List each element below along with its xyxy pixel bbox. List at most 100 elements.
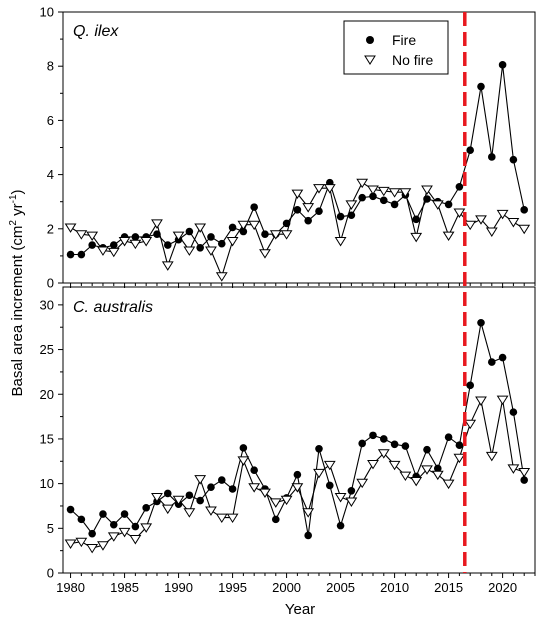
fire-point — [369, 431, 377, 440]
legend-nofire-marker — [364, 55, 376, 65]
y-tick-label: 6 — [47, 113, 54, 128]
fire-point — [142, 503, 150, 512]
nofire-point — [248, 220, 261, 231]
nofire-point — [442, 231, 455, 242]
x-tick-label: 2005 — [326, 580, 355, 595]
nofire-point — [464, 419, 477, 430]
nofire-point — [205, 506, 217, 516]
fire-point — [196, 496, 204, 505]
fire-point — [131, 233, 140, 241]
panel-c-australis: 0 5 10 15 20 25 30 1980 1985 1990 1995 2000 2005 2010… — [40, 286, 536, 595]
fire-point — [77, 250, 86, 259]
nofire-point — [183, 246, 196, 256]
panel-q-ilex: 0 2 4 6 8 10 — [40, 5, 536, 291]
nofire-point — [86, 543, 99, 554]
nofire-point — [399, 188, 412, 198]
nofire-point — [205, 246, 217, 256]
fire-point — [466, 381, 474, 390]
fire-point — [217, 476, 226, 484]
fire-point — [325, 481, 334, 490]
nofire-point — [64, 539, 77, 549]
nofire-point — [431, 470, 444, 481]
nofire-point — [453, 208, 466, 218]
y-tick-label: 2 — [47, 221, 54, 236]
y-tick-label: 20 — [40, 387, 54, 402]
nofire-point — [334, 493, 347, 503]
fire-point — [401, 442, 410, 450]
series-line-fire — [70, 64, 525, 256]
nofire-point — [518, 468, 531, 478]
nofire-point — [140, 236, 153, 247]
fire-point — [66, 505, 75, 514]
fire-point — [163, 489, 172, 498]
y-axis-title: Basal area increment (cm2 yr-1) — [8, 189, 26, 396]
fire-point — [477, 318, 485, 327]
y-title-main: Basal area increment (cm — [9, 226, 26, 397]
fire-point — [304, 531, 312, 540]
nofire-point — [496, 395, 509, 406]
nofire-point — [64, 223, 77, 233]
fire-point — [99, 510, 107, 518]
nofire-point — [280, 230, 293, 240]
fire-point — [390, 200, 399, 209]
nofire-point — [151, 493, 163, 503]
x-axis-title: Year — [285, 601, 315, 618]
y-tick-label: 10 — [40, 476, 54, 491]
fire-point — [379, 435, 388, 443]
fire-point — [77, 515, 86, 524]
fire-point — [217, 239, 226, 248]
nofire-point — [367, 459, 379, 470]
nofire-point — [313, 468, 325, 479]
fire-point — [131, 522, 140, 531]
nofire-point — [129, 535, 142, 545]
legend-fire-marker — [366, 36, 374, 44]
fire-point — [271, 515, 280, 524]
nofire-point — [291, 483, 304, 493]
fire-point — [444, 200, 453, 209]
nofire-point — [345, 497, 358, 507]
nofire-point — [496, 209, 509, 220]
fire-point — [455, 441, 464, 449]
y-title-end: ) — [9, 189, 26, 194]
nofire-point — [485, 227, 498, 237]
fire-point — [520, 476, 528, 484]
x-tick-label: 1995 — [218, 580, 247, 595]
nofire-point — [248, 483, 261, 493]
nofire-point — [118, 236, 131, 247]
nofire-point — [431, 200, 444, 210]
y-tick-label: 0 — [47, 566, 54, 581]
x-tick-label: 2000 — [272, 580, 301, 595]
nofire-point — [302, 203, 315, 213]
x-tick-label: 2010 — [380, 580, 409, 595]
nofire-point — [507, 218, 520, 228]
fire-point — [498, 353, 507, 362]
fire-point — [455, 182, 464, 191]
nofire-point — [485, 451, 498, 462]
nofire-point — [302, 508, 315, 518]
nofire-point — [107, 532, 120, 542]
nofire-point — [410, 476, 423, 487]
nofire-point — [507, 464, 520, 474]
fire-point — [185, 491, 194, 500]
nofire-point — [75, 537, 88, 548]
x-tick-label: 1985 — [110, 580, 139, 595]
nofire-point — [442, 479, 455, 490]
nofire-point — [356, 178, 369, 189]
fire-point — [347, 486, 356, 495]
fire-point — [120, 510, 129, 518]
nofire-point — [410, 232, 423, 243]
fire-point — [336, 212, 345, 221]
nofire-point — [313, 184, 325, 194]
nofire-point — [194, 475, 207, 485]
fire-point — [423, 195, 431, 203]
nofire-point — [377, 186, 390, 197]
fire-point — [163, 241, 172, 249]
legend-nofire-label: No fire — [392, 52, 433, 68]
fire-point — [250, 466, 258, 475]
nofire-point — [388, 460, 401, 471]
panel-bottom-label: C. australis — [73, 299, 153, 316]
nofire-point — [399, 471, 412, 482]
y-tick-label: 8 — [47, 59, 54, 74]
fire-point — [358, 193, 366, 202]
nofire-point — [161, 504, 174, 515]
